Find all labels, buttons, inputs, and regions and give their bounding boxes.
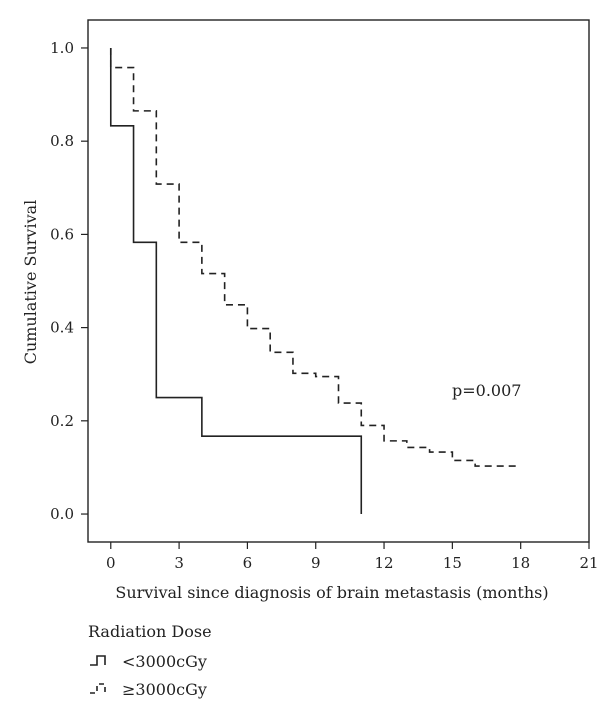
legend-label-solid: <3000cGy <box>122 651 207 671</box>
x-axis-title: Survival since diagnosis of brain metast… <box>115 583 548 602</box>
y-tick-label: 0.6 <box>50 225 74 243</box>
axes: 0 3 6 9 12 15 18 21 0.0 0.2 0.4 0.6 0.8 1.0 <box>50 19 599 572</box>
y-axis-title: Cumulative Survival <box>21 200 40 365</box>
p-value-annotation: p=0.007 <box>452 381 521 400</box>
x-tick-label: 15 <box>443 554 462 572</box>
legend-item-dashed: ≥3000cGy <box>88 675 212 703</box>
y-tick-label: 0.2 <box>50 412 74 430</box>
x-tick-label: 9 <box>311 554 321 572</box>
y-tick-label: 1.0 <box>50 39 74 57</box>
legend-label-dashed: ≥3000cGy <box>122 679 207 699</box>
series-line-below-3000 <box>109 47 363 515</box>
y-tick-label: 0.4 <box>50 319 74 337</box>
y-tick-label: 0.8 <box>50 132 74 150</box>
series-line-3000-plus <box>109 47 521 467</box>
x-tick-label: 3 <box>174 554 184 572</box>
x-tick-label: 12 <box>374 554 393 572</box>
survival-chart: 0 3 6 9 12 15 18 21 0.0 0.2 0.4 0.6 0.8 1.0 Cumulativ… <box>21 19 599 602</box>
legend-swatch-solid <box>90 655 106 666</box>
legend: Radiation Dose <3000cGy ≥3000cGy <box>88 622 212 703</box>
x-tick-label: 21 <box>579 554 598 572</box>
x-tick-label: 0 <box>106 554 116 572</box>
legend-item-solid: <3000cGy <box>88 647 212 675</box>
y-tick-label: 0.0 <box>50 505 74 523</box>
series-layer <box>109 47 521 515</box>
legend-title: Radiation Dose <box>88 622 212 641</box>
x-tick-label: 18 <box>511 554 530 572</box>
legend-swatch-dashed <box>90 683 106 694</box>
plot-frame <box>87 19 590 543</box>
x-tick-label: 6 <box>243 554 253 572</box>
